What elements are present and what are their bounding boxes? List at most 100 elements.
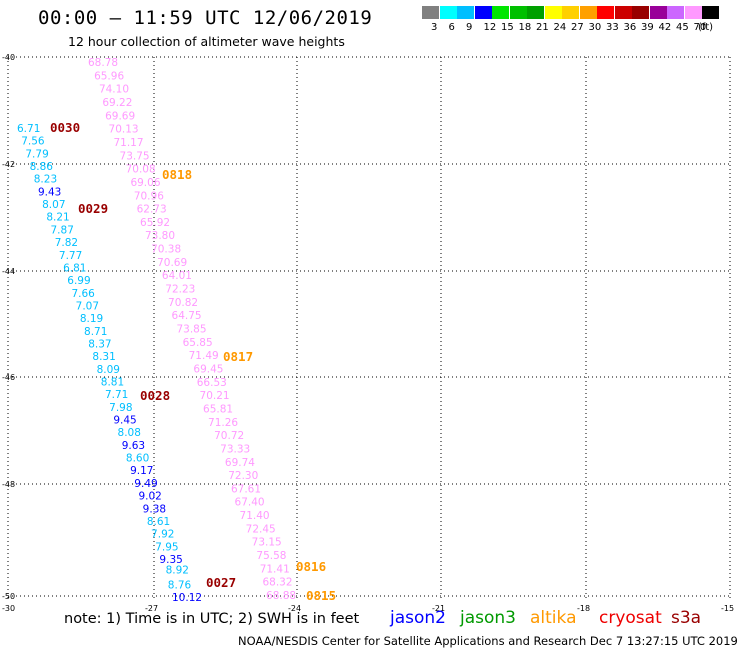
colorbar-swatch xyxy=(492,6,509,19)
altika-swh-value: 65.81 xyxy=(203,403,233,415)
altika-swh-value: 68.78 xyxy=(88,57,118,69)
lon-label: -15 xyxy=(721,604,734,613)
credit-line: NOAA/NESDIS Center for Satellite Applica… xyxy=(238,634,738,648)
legend-s3a: s3a xyxy=(671,608,702,628)
pass-time-label: 0027 xyxy=(206,575,236,590)
cryosat-swh-value: 8.23 xyxy=(34,174,57,186)
altika-swh-value: 72.30 xyxy=(228,470,258,482)
colorbar-label: 15 xyxy=(501,22,514,33)
lon-label: -27 xyxy=(145,604,158,613)
pass-time-label: 0817 xyxy=(223,349,253,364)
legend-cryosat: cryosat xyxy=(599,608,662,628)
altika-swh-value: 70.21 xyxy=(200,390,230,402)
cryosat-swh-value: 7.77 xyxy=(59,250,82,262)
colorbar-swatch xyxy=(579,6,597,19)
colorbar-label: 45 xyxy=(676,22,689,33)
cryosat-swh-value: 7.56 xyxy=(21,136,45,148)
colorbar-label: 18 xyxy=(518,22,532,33)
altika-swh-value: 70.38 xyxy=(151,244,181,256)
map-subtitle: 12 hour collection of altimeter wave hei… xyxy=(68,34,345,49)
footer-note: note: 1) Time is in UTC; 2) SWH is in fe… xyxy=(64,611,360,627)
altika-swh-value: 70.13 xyxy=(109,124,139,136)
cryosat-swh-value: 8.61 xyxy=(147,516,170,528)
cryosat-swh-value: 6.81 xyxy=(63,262,86,274)
colorbar-swatch xyxy=(422,6,439,19)
cryosat-swh-value: 7.82 xyxy=(55,237,78,249)
cryosat-swh-value: 7.66 xyxy=(71,288,95,300)
altika-swh-value: 68.88 xyxy=(266,590,296,602)
pass-time-label: 0028 xyxy=(140,388,170,403)
colorbar-swatch xyxy=(684,6,702,19)
colorbar-label: 21 xyxy=(536,22,549,33)
cryosat-swh-value: 8.19 xyxy=(80,313,103,325)
lat-label: -44 xyxy=(2,267,15,276)
colorbar-swatch xyxy=(474,6,492,19)
cryosat-swh-value: 8.08 xyxy=(118,427,141,439)
cryosat-swh-value: 8.31 xyxy=(92,351,115,363)
cryosat-swh-value: 8.71 xyxy=(84,326,107,338)
cryosat-swh-value: 9.17 xyxy=(130,465,153,477)
altika-swh-value: 71.26 xyxy=(208,417,238,429)
cryosat-swh-value: 8.37 xyxy=(88,338,111,350)
cryosat-swh-value: 7.95 xyxy=(155,541,178,553)
lon-label: -21 xyxy=(432,604,445,613)
altika-swh-value: 69.74 xyxy=(225,457,255,469)
altika-swh-value: 70.82 xyxy=(168,297,198,309)
pass-time-label: 0815 xyxy=(306,588,336,603)
altika-swh-value: 71.40 xyxy=(240,510,270,522)
cryosat-swh-value: 8.21 xyxy=(46,212,69,224)
altika-swh-value: 70.08 xyxy=(126,164,156,176)
altika-swh-value: 73.15 xyxy=(252,537,282,549)
pass-time-label: 0030 xyxy=(50,120,80,135)
altika-swh-value: 71.17 xyxy=(113,137,143,149)
cryosat-swh-value: 9.49 xyxy=(134,478,157,490)
cryosat-swh-value: 9.63 xyxy=(122,440,145,452)
altika-swh-value: 68.32 xyxy=(262,577,292,589)
cryosat-swh-value: 8.86 xyxy=(30,161,54,173)
lat-label: -46 xyxy=(2,373,15,382)
altika-swh-value: 65.92 xyxy=(140,217,170,229)
colorbar-swatch xyxy=(457,6,474,19)
colorbar-label: (ft) xyxy=(698,22,714,33)
altika-swh-value: 70.69 xyxy=(157,257,187,269)
colorbar-label: 6 xyxy=(448,22,455,33)
altika-swh-value: 65.96 xyxy=(94,70,124,82)
cryosat-swh-value: 6.99 xyxy=(67,275,90,287)
pass-time-label: 0818 xyxy=(162,167,192,182)
cryosat-swh-value: 8.76 xyxy=(168,579,192,591)
colorbar-swatch xyxy=(614,6,632,19)
lon-label: -24 xyxy=(288,604,301,613)
altika-swh-value: 62.73 xyxy=(137,204,167,216)
altika-swh-value: 71.49 xyxy=(189,350,219,362)
colorbar-label: 12 xyxy=(483,22,497,33)
cryosat-swh-value: 9.38 xyxy=(143,503,166,515)
colorbar-swatch xyxy=(544,6,562,19)
colorbar-swatch xyxy=(702,6,719,19)
pass-time-label: 0816 xyxy=(296,559,326,574)
colorbar-swatch xyxy=(632,6,649,19)
map-title: 00:00 – 11:59 UTC 12/06/2019 xyxy=(38,7,373,29)
altika-swh-value: 73.85 xyxy=(176,324,206,336)
colorbar-swatch xyxy=(562,6,579,19)
altika-swh-value: 64.01 xyxy=(162,270,192,282)
altika-swh-value: 72.23 xyxy=(165,284,195,296)
cryosat-swh-value: 9.45 xyxy=(113,415,136,427)
colorbar-label: 3 xyxy=(431,22,438,33)
colorbar-label: 30 xyxy=(588,22,602,33)
lon-label: -30 xyxy=(2,604,15,613)
altika-swh-value: 69.69 xyxy=(105,110,135,122)
altika-swh-value: 73.75 xyxy=(120,150,150,162)
colorbar-swatch xyxy=(667,6,684,19)
cryosat-swh-value: 9.43 xyxy=(38,186,61,198)
legend-jason3: jason3 xyxy=(460,608,516,628)
colorbar-label: 42 xyxy=(658,22,672,33)
cryosat-swh-value: 8.60 xyxy=(126,453,149,465)
altika-swh-value: 73.33 xyxy=(220,443,250,455)
altika-swh-value: 71.41 xyxy=(260,563,290,575)
colorbar-label: 70 xyxy=(693,22,707,33)
altika-swh-value: 69.06 xyxy=(130,177,160,189)
altika-swh-value: 70.96 xyxy=(134,190,164,202)
altika-swh-value: 73.80 xyxy=(145,230,175,242)
cryosat-swh-value: 8.09 xyxy=(97,364,120,376)
